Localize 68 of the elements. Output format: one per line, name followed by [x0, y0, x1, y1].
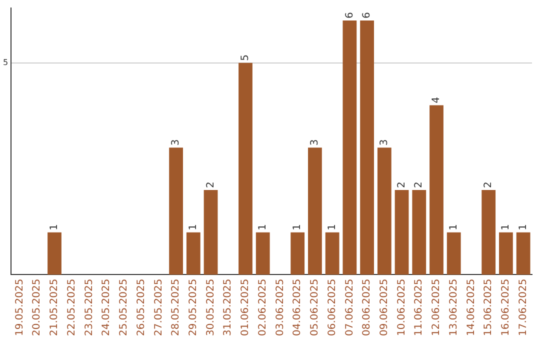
data-label: 3 — [310, 139, 321, 146]
x-tick-label: 25.05.2025 — [118, 278, 130, 336]
x-tick-label: 06.06.2025 — [326, 278, 338, 336]
x-tick-label: 24.05.2025 — [101, 278, 112, 336]
bar — [499, 232, 513, 275]
x-tick-label: 26.05.2025 — [136, 278, 147, 336]
bar — [482, 190, 496, 275]
data-label: 1 — [326, 224, 338, 230]
bar — [48, 232, 62, 275]
bar — [169, 148, 183, 275]
bar — [430, 105, 444, 275]
bar — [516, 232, 530, 275]
x-tick-label: 03.06.2025 — [274, 278, 286, 336]
bar — [446, 232, 461, 275]
bar — [360, 20, 374, 275]
data-label: 2 — [483, 182, 494, 188]
x-tick-label: 12.06.2025 — [431, 278, 442, 336]
bar — [308, 148, 322, 275]
x-tick-label: 21.05.2025 — [49, 278, 60, 336]
data-label: 2 — [205, 182, 216, 188]
data-label: 5 — [240, 54, 252, 61]
x-tick-label: 11.06.2025 — [414, 278, 425, 336]
data-label: 1 — [448, 224, 460, 230]
x-tick-label: 29.05.2025 — [188, 278, 199, 336]
x-tick-label: 19.05.2025 — [14, 278, 26, 336]
bar — [204, 190, 218, 275]
x-tick-label: 22.05.2025 — [66, 278, 78, 336]
bar — [342, 20, 357, 275]
x-tick-label: 01.06.2025 — [240, 278, 252, 336]
data-label: 1 — [257, 224, 268, 230]
x-tick-label: 31.05.2025 — [222, 278, 234, 336]
x-tick-label: 14.06.2025 — [466, 278, 477, 336]
bar — [394, 190, 409, 275]
data-label: 6 — [344, 12, 356, 19]
x-tick-label: 07.06.2025 — [344, 278, 356, 336]
data-label: 6 — [362, 12, 373, 19]
x-tick-label: 28.05.2025 — [170, 278, 182, 336]
data-label: 1 — [500, 224, 512, 230]
x-tick-label: 23.05.2025 — [84, 278, 95, 336]
x-tick-label: 30.05.2025 — [205, 278, 216, 336]
data-label: 4 — [431, 96, 442, 104]
x-tick-label: 09.06.2025 — [379, 278, 390, 336]
x-tick-label: 05.06.2025 — [310, 278, 321, 336]
bar — [186, 232, 200, 275]
data-label: 1 — [49, 224, 60, 230]
x-tick-label: 02.06.2025 — [257, 278, 268, 336]
bar — [325, 232, 340, 275]
bar — [412, 190, 426, 275]
data-label: 3 — [170, 139, 182, 146]
x-tick-label: 13.06.2025 — [448, 278, 460, 336]
bar — [256, 232, 270, 275]
data-label: 1 — [518, 224, 529, 230]
bar — [290, 232, 305, 275]
data-label: 3 — [379, 139, 390, 146]
x-tick-label: 27.05.2025 — [153, 278, 164, 336]
x-tick-label: 17.06.2025 — [518, 278, 529, 336]
x-tick-label: 15.06.2025 — [483, 278, 494, 336]
x-tick-label: 16.06.2025 — [500, 278, 512, 336]
data-label: 2 — [396, 182, 408, 188]
data-label: 1 — [188, 224, 199, 230]
x-tick-label: 04.06.2025 — [292, 278, 304, 336]
data-label: 1 — [292, 224, 304, 230]
bar — [377, 148, 392, 275]
x-tick-label: 20.05.2025 — [32, 278, 43, 336]
x-tick-label: 08.06.2025 — [362, 278, 373, 336]
x-tick-label: 10.06.2025 — [396, 278, 408, 336]
data-label: 2 — [414, 182, 425, 188]
bar — [238, 62, 252, 275]
